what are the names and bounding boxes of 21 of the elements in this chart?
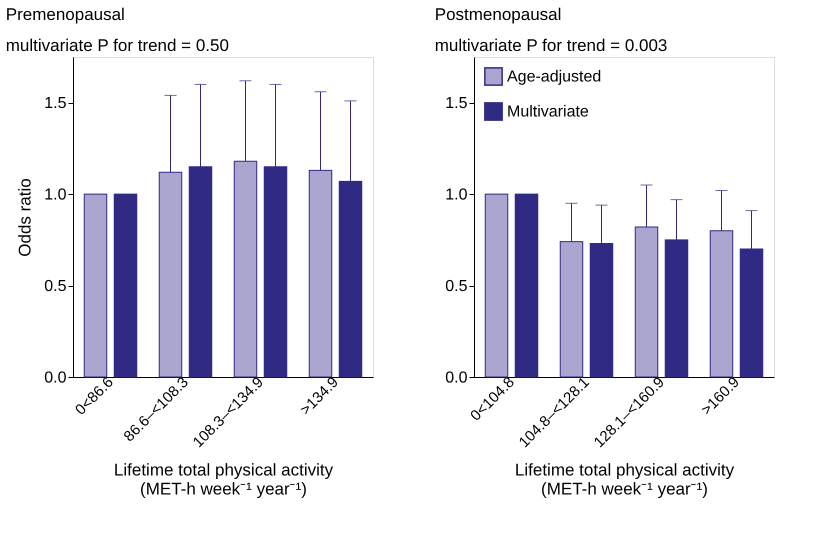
y-tick-label: 1.5 [445,95,468,112]
chart-title: Postmenopausal [434,5,562,24]
chart-subtitle: multivariate P for trend = 0.003 [434,36,668,55]
y-tick-label: 0.0 [445,370,468,386]
y-tick-label: 0.0 [44,370,67,386]
y-tick-label: 0.5 [445,278,468,296]
bar [84,194,108,378]
y-tick-label: 1.0 [445,186,468,204]
chart-subtitle: multivariate P for trend = 0.50 [6,36,229,55]
x-axis-title: Lifetime total physical activity (MET-h week⁻¹ year⁻¹) [514,460,735,498]
bar [514,194,538,378]
x-axis-title: Lifetime total physical activity (MET-h week⁻¹ year⁻¹) [114,460,334,498]
bar [114,194,138,378]
legend-label: Multivariate [507,104,589,120]
chart-title: Premenopausal [6,5,125,24]
legend-label: Age-adjusted [507,68,602,86]
y-tick-label: 0.5 [44,278,67,296]
bar [484,194,508,378]
y-tick-label: 1.5 [44,95,67,112]
y-axis-title: Odds ratio [15,178,34,257]
y-tick-label: 1.0 [44,186,67,204]
